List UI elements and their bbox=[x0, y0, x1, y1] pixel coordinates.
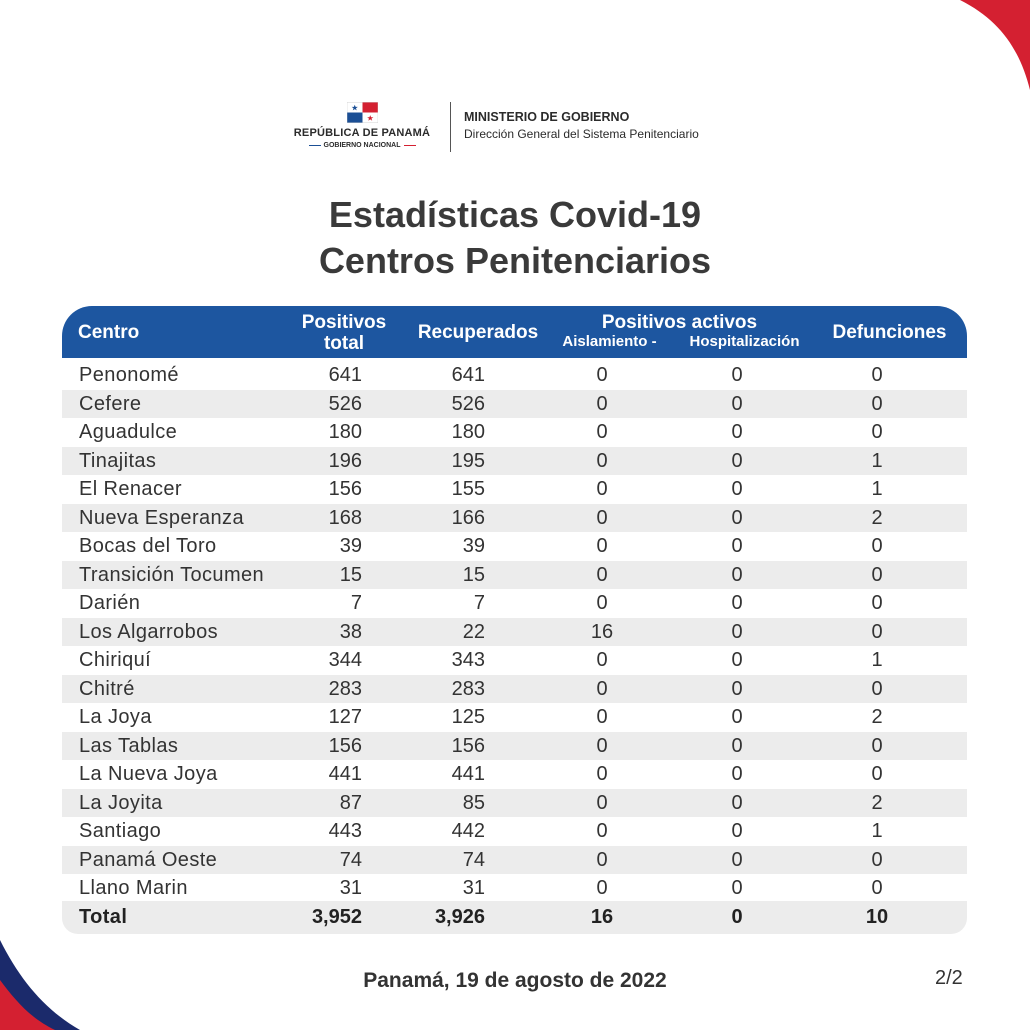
table-row: Darién 7 7 0 0 0 bbox=[79, 592, 883, 614]
table-row: Panamá Oeste 74 74 0 0 0 bbox=[62, 845, 967, 874]
republic-name: REPÚBLICA DE PANAMÁ bbox=[293, 127, 431, 139]
total-recuperados: 3,926 bbox=[434, 906, 485, 928]
table-row: La Nueva Joya 441 441 0 0 0 bbox=[79, 763, 883, 785]
total-aislamiento: 16 bbox=[590, 906, 614, 928]
header-hospitalizacion: Hospitalización bbox=[689, 333, 800, 350]
total-positivos: 3,952 bbox=[311, 906, 362, 928]
page-title: Estadísticas Covid-19 Centros Penitencia… bbox=[0, 192, 1030, 284]
table-header: Centro Positivos total Recuperados Posit… bbox=[62, 306, 967, 358]
table-body: Penonomé 641 641 0 0 0 Cefere 526 526 0 0 0 Aguadu… bbox=[62, 361, 967, 903]
total-defunciones: 10 bbox=[865, 906, 889, 928]
table-total-row: Total 3,952 3,926 16 0 10 bbox=[62, 901, 967, 934]
table-row: La Joyita 87 85 0 0 2 bbox=[62, 788, 967, 817]
table-row: Nueva Esperanza 168 166 0 0 2 bbox=[62, 503, 967, 532]
table-row: Aguadulce 180 180 0 0 0 bbox=[79, 421, 883, 443]
table-row: Cefere 526 526 0 0 0 bbox=[62, 389, 967, 418]
table-row: La Joya 127 125 0 0 2 bbox=[79, 706, 883, 728]
header-divider bbox=[450, 102, 451, 152]
direction-name: Dirección General del Sistema Penitencia… bbox=[464, 127, 699, 141]
table-row: El Renacer 156 155 0 0 1 bbox=[79, 478, 883, 500]
table-row: Las Tablas 156 156 0 0 0 bbox=[62, 731, 967, 760]
header-aislamiento: Aislamiento - bbox=[562, 333, 657, 350]
page-number: 2/2 bbox=[935, 967, 963, 989]
table-row: Santiago 443 442 0 0 1 bbox=[79, 820, 883, 842]
panama-flag-icon bbox=[347, 102, 378, 123]
government-label: GOBIERNO NACIONAL bbox=[297, 142, 427, 149]
table-row: Los Algarrobos 38 22 16 0 0 bbox=[62, 617, 967, 646]
ministry-name: MINISTERIO DE GOBIERNO bbox=[464, 110, 630, 124]
header-defunciones: Defunciones bbox=[832, 322, 947, 343]
header-positivos-total: Positivos total bbox=[301, 312, 387, 354]
corner-decoration-top-right bbox=[960, 0, 1030, 90]
header-positivos-activos: Positivos activos bbox=[601, 312, 758, 333]
table-row: Penonomé 641 641 0 0 0 bbox=[79, 364, 883, 386]
total-hospitalizacion: 0 bbox=[731, 906, 743, 928]
table-row: Chitré 283 283 0 0 0 bbox=[62, 674, 967, 703]
footer-date: Panamá, 19 de agosto de 2022 bbox=[363, 969, 667, 992]
title-line-2: Centros Penitenciarios bbox=[318, 240, 712, 281]
header-recuperados: Recuperados bbox=[417, 322, 539, 343]
table-row: Chiriquí 344 343 0 0 1 bbox=[79, 649, 883, 671]
header-centro: Centro bbox=[78, 322, 140, 343]
table-row: Transición Tocumen 15 15 0 0 0 bbox=[62, 560, 967, 589]
total-label: Total bbox=[79, 906, 128, 928]
table-row: Bocas del Toro 39 39 0 0 0 bbox=[79, 535, 883, 557]
table-row: Llano Marin 31 31 0 0 0 bbox=[79, 877, 883, 899]
table-row: Tinajitas 196 195 0 0 1 bbox=[62, 446, 967, 475]
title-line-1: Estadísticas Covid-19 bbox=[328, 194, 702, 235]
header: REPÚBLICA DE PANAMÁ GOBIERNO NACIONAL MI… bbox=[0, 100, 1030, 160]
corner-decoration-bottom-left bbox=[0, 940, 80, 1030]
